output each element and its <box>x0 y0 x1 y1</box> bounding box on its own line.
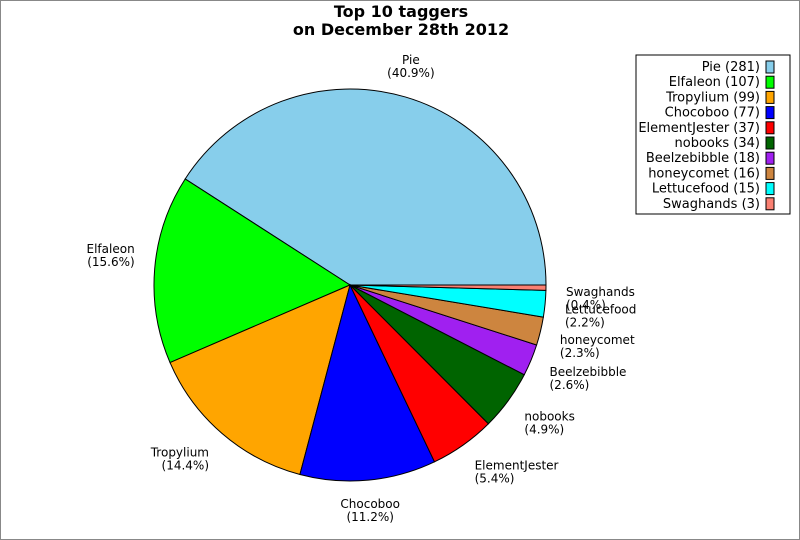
slice-label-beelzebibble: Beelzebibble (2.6%) <box>550 365 627 392</box>
slice-label-percent: (40.9%) <box>387 66 434 80</box>
slice-label-name: honeycomet <box>560 333 635 347</box>
legend-swatch-pie <box>765 60 775 74</box>
pie-slice-pie <box>184 88 547 286</box>
legend-swatch-elfaleon <box>765 75 775 89</box>
slice-label-honeycomet: honeycomet (2.3%) <box>560 333 635 360</box>
legend-swatch-beelzebibble <box>765 151 775 165</box>
slice-label-name: Lettucefood <box>565 303 636 317</box>
slice-label-percent: (14.4%) <box>162 459 209 473</box>
legend-entry-chocoboo: Chocoboo (77) <box>665 106 760 121</box>
slice-label-name: ElementJester <box>475 458 559 472</box>
slice-label-name: nobooks <box>524 409 574 423</box>
slice-label-nobooks: nobooks (4.9%) <box>524 409 574 436</box>
legend-swatch-tropylium <box>765 90 775 104</box>
legend-entry-swaghands: Swaghands (3) <box>663 197 760 212</box>
slice-label-elementjester: ElementJester (5.4%) <box>475 458 559 485</box>
slice-label-percent: (2.2%) <box>565 316 605 330</box>
legend-box <box>635 54 791 215</box>
slice-label-percent: (0.4%) <box>566 298 606 312</box>
legend-swatch-lettucefood <box>765 182 775 196</box>
legend-entry-lettucefood: Lettucefood (15) <box>652 182 760 197</box>
legend-entry-beelzebibble: Beelzebibble (18) <box>646 151 760 166</box>
legend-entry-elementjester: ElementJester (37) <box>638 121 760 136</box>
pie-slice-tropylium <box>169 284 351 476</box>
slice-label-lettucefood: Lettucefood (2.2%) <box>565 303 636 330</box>
slice-label-name: Swaghands <box>566 285 635 299</box>
pie-labels: Pie (40.9%) Elfaleon (15.6%) Tropylium (14.4%… <box>87 53 637 524</box>
chart-subtitle: on December 28th 2012 <box>292 20 510 39</box>
pie-slice-chocoboo <box>299 283 436 482</box>
slice-label-percent: (2.3%) <box>560 346 600 360</box>
slice-label-percent: (11.2%) <box>346 510 393 524</box>
chart-title-block: Top 10 taggers on December 28th 2012 <box>1 3 800 39</box>
chart-legend: Pie (281)Elfaleon (107)Tropylium (99)Cho… <box>635 54 791 215</box>
legend-swatch-nobooks <box>765 136 775 150</box>
legend-entry-tropylium: Tropylium (99) <box>665 90 760 105</box>
pie-slices <box>153 88 547 482</box>
slice-label-percent: (4.9%) <box>524 422 564 436</box>
slice-label-name: Pie <box>402 53 420 67</box>
slice-label-percent: (2.6%) <box>550 378 590 392</box>
slice-label-name: Tropylium <box>150 446 209 460</box>
legend-entry-nobooks: nobooks (34) <box>675 136 760 151</box>
slice-label-percent: (15.6%) <box>87 255 134 269</box>
legend-swatch-honeycomet <box>765 166 775 180</box>
slice-label-name: Chocoboo <box>340 497 400 511</box>
slice-label-percent: (5.4%) <box>475 471 515 485</box>
chart-title: Top 10 taggers <box>333 2 469 21</box>
slice-label-pie: Pie (40.9%) <box>387 53 434 80</box>
legend-entry-pie: Pie (281) <box>702 60 760 75</box>
legend-entry-honeycomet: honeycomet (16) <box>648 166 760 181</box>
legend-swatch-chocoboo <box>765 106 775 120</box>
slice-label-elfaleon: Elfaleon (15.6%) <box>87 242 135 269</box>
slice-label-chocoboo: Chocoboo (11.2%) <box>340 497 400 524</box>
pie-slice-elfaleon <box>153 178 352 364</box>
slice-label-name: Beelzebibble <box>550 365 627 379</box>
legend-swatch-elementjester <box>765 121 775 135</box>
slice-label-name: Elfaleon <box>87 242 135 256</box>
legend-swatch-swaghands <box>765 197 775 211</box>
slice-label-tropylium: Tropylium (14.4%) <box>150 446 209 473</box>
pie-slice-swaghands <box>349 284 547 291</box>
slice-label-swaghands: Swaghands (0.4%) <box>566 285 635 312</box>
legend-entry-elfaleon: Elfaleon (107) <box>669 75 760 90</box>
